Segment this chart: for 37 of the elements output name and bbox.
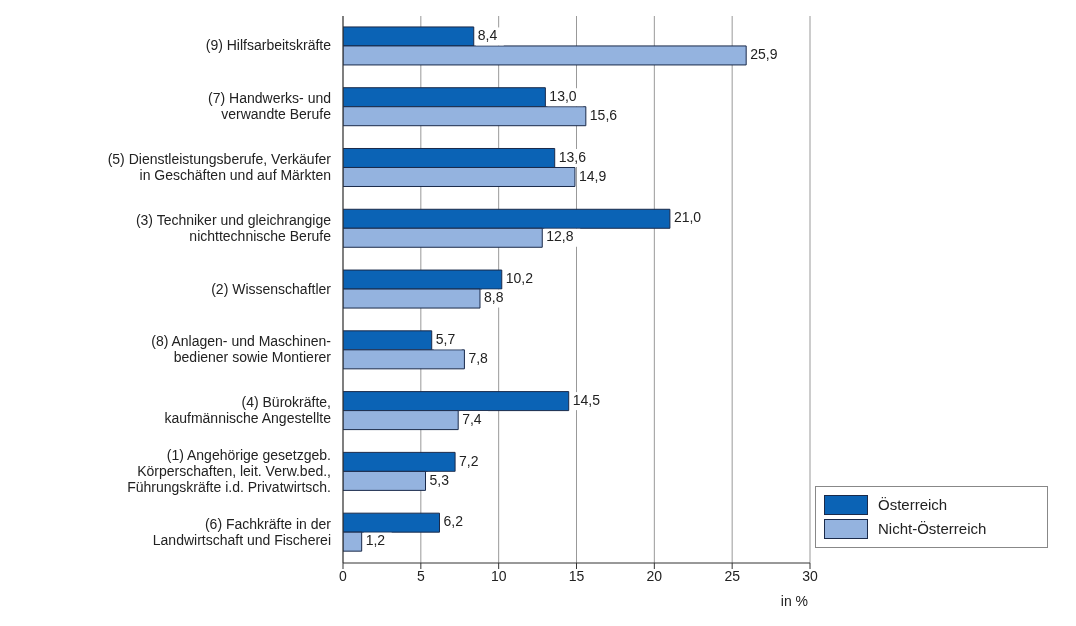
- data-label: 7,2: [459, 452, 479, 469]
- legend-label: Österreich: [878, 495, 948, 515]
- data-label: 13,6: [558, 148, 587, 165]
- x-tick-label: 10: [490, 567, 507, 584]
- x-tick-label: 30: [802, 567, 818, 584]
- y-tick-label: (7) Handwerks- und verwandte Berufe: [208, 89, 332, 122]
- data-label: 7,4: [462, 410, 482, 427]
- y-tick-label: (5) Dienstleistungsberufe, Verkäufer in Geschäften und auf Märkten: [107, 150, 332, 183]
- data-label: 8,4: [477, 27, 498, 44]
- data-label: 25,9: [750, 46, 778, 63]
- y-tick-label: (3) Techniker und gleichrangige nichttechnische Berufe: [135, 211, 332, 244]
- x-tick-label: 25: [724, 567, 741, 584]
- y-tick-label: (9) Hilfsarbeitskräfte: [205, 37, 332, 54]
- data-label: 14,9: [578, 167, 607, 184]
- data-label: 10,2: [505, 270, 534, 287]
- data-label: 1,2: [365, 532, 386, 549]
- data-label: 8,8: [483, 289, 504, 306]
- x-tick-label: 15: [568, 567, 585, 584]
- data-label: 14,5: [572, 391, 601, 408]
- x-axis-title: in %: [780, 593, 808, 609]
- x-tick-label: 5: [416, 567, 425, 584]
- data-label: 5,7: [435, 331, 456, 348]
- y-tick-label: (6) Fachkräfte in der Landwirtschaft und Fischerei: [152, 515, 332, 548]
- data-label: 5,3: [429, 471, 450, 488]
- legend-label: Nicht-Österreich: [878, 519, 987, 539]
- x-tick-label: 20: [646, 567, 663, 584]
- data-label: 15,6: [589, 106, 618, 123]
- y-tick-label: (2) Wissenschaftler: [211, 280, 332, 297]
- data-label: 12,8: [546, 228, 574, 245]
- x-tick-label: 0: [339, 567, 348, 584]
- y-tick-label: (4) Bürokräfte, kaufmännische Angestellte: [164, 393, 332, 426]
- y-tick-label: (1) Angehörige gesetzgeb. Körperschaften, leit. Verw.bed., Führungskräfte i.d. Privatwirtsch.: [127, 446, 331, 495]
- data-label: 7,8: [468, 350, 489, 367]
- data-label: 6,2: [443, 513, 464, 530]
- data-label: 13,0: [549, 87, 577, 104]
- data-label: 21,0: [673, 209, 702, 226]
- y-tick-label: (8) Anlagen- und Maschinen- bediener sowie Montierer: [151, 332, 332, 365]
